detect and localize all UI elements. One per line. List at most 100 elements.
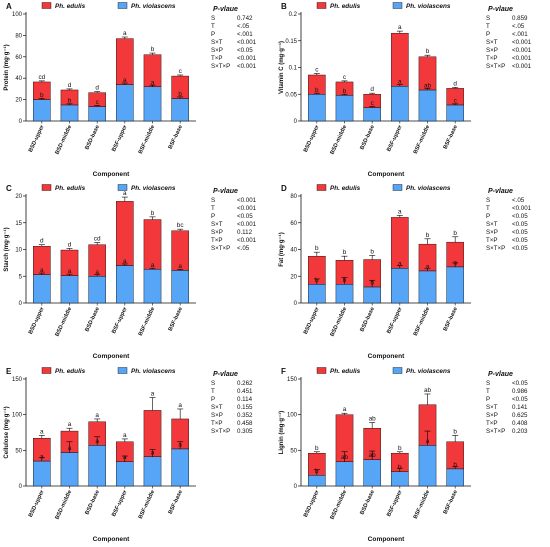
pvalue-term: T×P	[486, 420, 498, 427]
pvalue-term: S	[486, 380, 490, 387]
bar-ph-edulis	[143, 219, 162, 270]
pvalue-term: S×T×P	[211, 63, 230, 70]
pvalue-term: P	[211, 31, 215, 38]
significance-letter-violascens: ab	[424, 82, 432, 89]
pvalue-value: <0.05	[237, 213, 253, 220]
significance-letter-violascens: b	[315, 468, 319, 475]
pvalue-value: <.05	[512, 23, 525, 30]
pvalue-term: T×P	[211, 55, 223, 62]
significance-letter-edulis: a	[40, 428, 44, 435]
pvalue-value: <.05	[237, 245, 250, 252]
pvalue-value: <.001	[237, 31, 253, 38]
pvalue-term: S×P	[486, 229, 498, 236]
pvalue-term: T	[211, 388, 215, 395]
significance-letter-violascens: c	[454, 97, 458, 104]
significance-letter-violascens: a	[398, 261, 402, 268]
bar-ph-violascens	[60, 452, 79, 487]
x-tick-label-0: BSD-upper	[303, 306, 321, 336]
y-tick-label-1: 50	[15, 448, 22, 454]
y-axis-label: Fat (mg·g⁻¹)	[278, 232, 285, 267]
pvalue-value: <.001	[512, 31, 528, 38]
pvalue-term: T	[211, 205, 215, 212]
bar-ph-violascens	[335, 461, 354, 487]
legend-label-1: Ph. violascens	[131, 368, 176, 375]
panel-label: B	[281, 2, 287, 11]
pvalue-title: P-vlaue	[213, 6, 238, 13]
bar-ph-violascens	[116, 265, 134, 304]
significance-letter-violascens: a	[398, 79, 402, 86]
legend-swatch-0	[316, 2, 327, 9]
bar-ph-violascens	[308, 94, 326, 122]
pvalue-value: <0.05	[512, 221, 528, 228]
significance-letter-edulis: d	[68, 82, 72, 89]
pvalue-value: <0.001	[237, 55, 257, 62]
x-tick-label-2: BSD-base	[359, 124, 376, 150]
significance-letter-violascens: b	[398, 464, 402, 471]
legend-swatch-1	[392, 184, 403, 191]
y-tick-label-5: 100	[12, 12, 23, 18]
significance-letter-edulis: b	[426, 232, 430, 239]
bar-ph-violascens	[88, 276, 106, 304]
y-tick-label-0: 0	[19, 119, 23, 125]
significance-letter-edulis: d	[68, 241, 72, 248]
pvalue-term: P	[486, 31, 490, 38]
pvalue-term: S×T	[486, 404, 498, 411]
pvalue-value: 0.262	[237, 380, 253, 387]
x-tick-label-3: BSF-upper	[386, 124, 404, 153]
bar-ph-violascens	[116, 84, 134, 122]
pvalue-term: P	[486, 213, 490, 220]
pvalue-term: S	[486, 15, 490, 22]
significance-letter-violascens: a	[426, 263, 430, 270]
y-tick-label-2: 40	[290, 248, 297, 254]
y-tick-label-4: 80	[290, 194, 297, 200]
significance-letter-edulis: ab	[424, 387, 432, 394]
significance-letter-edulis: a	[398, 208, 402, 215]
pvalue-value: <0.001	[237, 221, 257, 228]
significance-letter-edulis: cd	[94, 236, 101, 243]
bar-ph-violascens	[171, 98, 189, 122]
pvalue-value: <0.05	[512, 229, 528, 236]
y-tick-label-3: 0.15	[285, 39, 297, 45]
pvalue-value: 0.625	[512, 412, 528, 419]
bar-ph-edulis	[116, 201, 134, 266]
significance-letter-violascens: a	[40, 454, 44, 461]
pvalue-value: 0.986	[512, 388, 528, 395]
x-tick-label-4: BSF-middle	[138, 306, 157, 337]
pvalue-value: <0.001	[237, 205, 257, 212]
pvalue-term: T×P	[211, 237, 223, 244]
x-tick-label-0: BSD-upper	[28, 306, 46, 336]
legend-swatch-1	[117, 184, 128, 191]
y-tick-label-1: 20	[290, 274, 297, 280]
legend-label-1: Ph. violascens	[131, 3, 176, 10]
chart-panel-e: E Ph. edulis Ph. violascens 0 50 100 150 Cellul…	[3, 367, 253, 543]
significance-letter-violascens: a	[68, 268, 72, 275]
significance-letter-edulis: b	[426, 48, 430, 55]
x-axis-label: Component	[368, 353, 405, 360]
significance-letter-edulis: c	[315, 66, 319, 73]
x-tick-label-2: BSD-base	[359, 489, 376, 515]
bar-ph-violascens	[418, 445, 437, 487]
x-axis-label: Component	[93, 536, 130, 543]
x-tick-label-5: BSF-base	[168, 306, 184, 332]
y-tick-label-1: 5	[19, 274, 23, 280]
pvalue-value: 0.451	[237, 388, 253, 395]
bar-ph-violascens	[171, 448, 189, 487]
y-tick-label-4: 0.2	[289, 12, 298, 18]
x-tick-label-4: BSF-middle	[413, 489, 432, 520]
x-tick-label-4: BSF-middle	[413, 124, 432, 155]
significance-letter-edulis: b	[343, 249, 347, 256]
pvalue-term: P	[211, 213, 215, 220]
pvalue-value: <.05	[512, 197, 525, 204]
x-tick-label-4: BSF-middle	[413, 306, 432, 337]
significance-letter-violascens: a	[123, 258, 127, 265]
significance-letter-edulis: b	[315, 245, 319, 252]
pvalue-value: 0.352	[237, 412, 253, 419]
y-tick-label-1: 0.05	[285, 92, 297, 98]
pvalue-term: T×P	[486, 55, 498, 62]
pvalue-value: 0.859	[512, 15, 528, 22]
panel-label: F	[281, 367, 286, 376]
x-tick-label-0: BSD-upper	[28, 489, 46, 519]
legend-label-0: Ph. edulis	[330, 368, 361, 375]
x-tick-label-0: BSD-upper	[28, 124, 46, 154]
pvalue-title: P-vlaue	[213, 188, 238, 195]
